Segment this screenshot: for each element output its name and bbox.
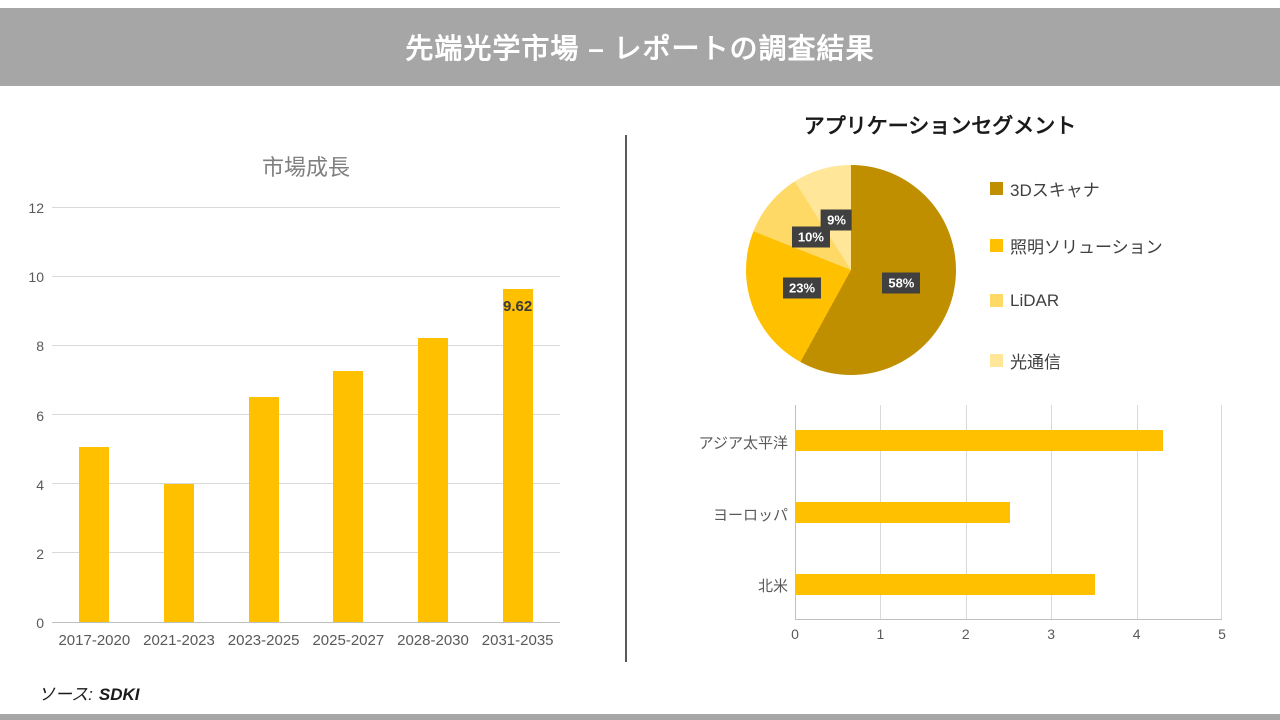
x-axis-tick-label: 5 bbox=[1218, 626, 1226, 642]
gridline bbox=[52, 552, 560, 554]
pie-slice-label: 58% bbox=[882, 272, 921, 294]
gridline bbox=[52, 206, 560, 208]
application-segment-legend: 3Dスキャナ照明ソリューション LiDAR 光通信 bbox=[990, 176, 1220, 376]
y-axis-tick-label: 4 bbox=[36, 476, 44, 493]
pie-slice-label: 9% bbox=[821, 209, 852, 231]
x-axis-tick-label: 4 bbox=[1132, 626, 1141, 642]
y-axis-tick-label: 8 bbox=[36, 338, 44, 355]
bar bbox=[418, 338, 448, 622]
bar-data-label: 9.62 bbox=[503, 298, 533, 316]
gridline bbox=[1221, 405, 1222, 619]
pie-slice-label: 23% bbox=[783, 277, 822, 299]
legend-label: 照明ソリューション bbox=[1010, 238, 1163, 258]
market-growth-plot-area: 9.62 bbox=[52, 206, 560, 623]
source-note: ソース: SDKI bbox=[38, 680, 140, 705]
bar bbox=[796, 502, 1010, 523]
bar bbox=[796, 430, 1164, 452]
legend-swatch bbox=[990, 294, 1003, 308]
pie-slice-label: 10% bbox=[791, 226, 830, 248]
page-title: 先端光学市場 – レポートの調査結果 bbox=[405, 33, 875, 64]
legend-label: 光通信 bbox=[1010, 352, 1061, 372]
region-chart-category-axis: アジア太平洋ヨーロッパ北米 bbox=[660, 405, 788, 620]
gridline bbox=[52, 275, 560, 277]
legend-item: 光通信 bbox=[990, 348, 1061, 373]
bar bbox=[79, 446, 110, 622]
x-axis-tick-label: 2 bbox=[961, 626, 970, 642]
application-segment-pie-chart: 58% 23% 10% 9% bbox=[746, 165, 956, 375]
legend-label: LiDAR bbox=[1010, 290, 1060, 310]
y-axis-tick-label: 10 bbox=[28, 269, 44, 286]
gridline bbox=[52, 483, 560, 485]
y-axis-tick-label: 12 bbox=[28, 200, 44, 216]
x-axis-category-label: 2031-2035 bbox=[481, 632, 554, 649]
gridline bbox=[795, 405, 796, 619]
y-axis-tick-label: 6 bbox=[36, 407, 44, 424]
x-axis-category-label: 2028-2030 bbox=[397, 632, 469, 649]
legend-item: LiDAR bbox=[990, 291, 1059, 311]
bar bbox=[248, 397, 279, 622]
gridline bbox=[52, 344, 560, 346]
x-axis-tick-label: 1 bbox=[876, 626, 885, 642]
category-label: ヨーロッパ bbox=[712, 506, 788, 524]
y-axis-tick-label: 2 bbox=[36, 545, 44, 562]
x-axis-category-label: 2023-2025 bbox=[227, 632, 300, 649]
bottom-strip bbox=[0, 714, 1280, 720]
bar bbox=[164, 483, 194, 622]
bar bbox=[796, 573, 1095, 595]
legend-swatch bbox=[990, 353, 1003, 367]
bar bbox=[333, 370, 364, 622]
legend-swatch bbox=[990, 182, 1003, 195]
gridline bbox=[1136, 405, 1138, 619]
market-growth-y-axis: 0 2 4 6 8 10 12 bbox=[4, 200, 44, 631]
x-axis-category-label: 2021-2023 bbox=[143, 632, 215, 649]
vertical-divider bbox=[625, 135, 627, 662]
source-label: ソース: bbox=[38, 685, 93, 704]
report-banner: 先端光学市場 – レポートの調査結果 bbox=[0, 8, 1280, 86]
region-chart-value-axis: 0 1 2 3 4 5 bbox=[791, 626, 1226, 644]
market-growth-chart-title: 市場成長 bbox=[261, 155, 350, 180]
x-axis-category-label: 2017-2020 bbox=[58, 632, 131, 649]
application-segment-title: アプリケーションセグメント bbox=[803, 115, 1077, 138]
legend-item: 3Dスキャナ bbox=[990, 176, 1100, 201]
legend-swatch bbox=[990, 239, 1003, 253]
x-axis-tick-label: 0 bbox=[791, 626, 799, 642]
market-growth-x-axis: 2017-2020 2021-2023 2023-2025 2025-2027 2028… bbox=[52, 632, 560, 652]
legend-label: 3Dスキャナ bbox=[1010, 181, 1100, 200]
category-label: アジア太平洋 bbox=[698, 434, 788, 452]
category-label: 北米 bbox=[757, 578, 788, 596]
gridline bbox=[52, 414, 560, 415]
gridline bbox=[1051, 405, 1053, 619]
x-axis-tick-label: 3 bbox=[1047, 626, 1056, 642]
legend-item: 照明ソリューション bbox=[990, 233, 1163, 258]
source-value: SDKI bbox=[98, 685, 140, 704]
bar bbox=[502, 289, 533, 622]
region-chart-plot-area bbox=[795, 405, 1222, 620]
x-axis-category-label: 2025-2027 bbox=[312, 632, 385, 649]
y-axis-tick-label: 0 bbox=[36, 615, 44, 631]
